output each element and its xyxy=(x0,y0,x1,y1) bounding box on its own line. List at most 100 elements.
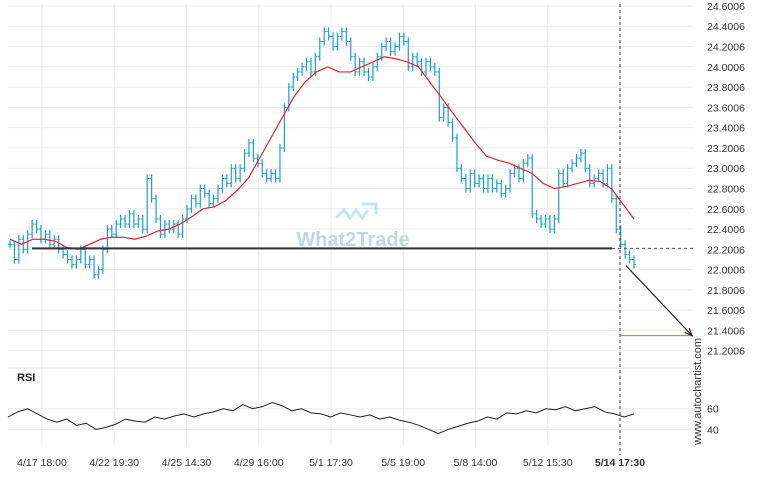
y-tick-label: 24.6006 xyxy=(707,1,745,13)
price-bar xyxy=(401,32,406,46)
price-bar xyxy=(547,214,552,234)
price-bar xyxy=(565,164,570,188)
y-tick-label: 21.8006 xyxy=(707,285,745,297)
y-tick-label: 23.2006 xyxy=(707,143,745,155)
price-bar xyxy=(304,57,309,71)
price-bar xyxy=(574,154,579,168)
price-bar xyxy=(202,184,207,198)
price-bar xyxy=(618,225,623,249)
x-tick-label: 5/14 17:30 xyxy=(595,457,645,469)
price-bar xyxy=(216,184,220,203)
price-bar xyxy=(587,164,592,188)
price-bar xyxy=(12,240,17,264)
price-bar xyxy=(114,219,119,239)
price-bar xyxy=(127,209,132,229)
price-bar xyxy=(499,179,504,198)
price-bar xyxy=(543,214,548,229)
price-bar xyxy=(348,37,353,61)
projection-arrow-line xyxy=(625,265,693,336)
price-bar xyxy=(65,250,70,264)
price-bar xyxy=(410,52,415,71)
price-bar xyxy=(149,174,154,203)
y-tick-label: 22.8006 xyxy=(707,183,745,195)
price-bar xyxy=(118,214,123,229)
price-bar xyxy=(242,149,247,173)
x-tick-label: 4/22 19:30 xyxy=(89,457,139,469)
rsi-tick-label: 60 xyxy=(707,404,719,416)
y-tick-label: 21.6006 xyxy=(707,305,745,317)
x-tick-label: 5/5 19:00 xyxy=(381,457,425,469)
y-tick-label: 24.4006 xyxy=(707,21,745,33)
price-bar xyxy=(339,27,344,41)
price-bar xyxy=(331,32,336,51)
price-bar xyxy=(229,164,234,188)
price-bar xyxy=(34,219,39,234)
price-bar xyxy=(30,219,35,239)
price-bar xyxy=(397,32,402,51)
price-bar xyxy=(561,169,566,188)
price-bar xyxy=(136,214,141,229)
price-bar xyxy=(627,250,632,264)
y-tick-label: 22.4006 xyxy=(707,224,745,236)
price-bar xyxy=(47,230,52,249)
price-bar xyxy=(322,27,327,46)
price-bar xyxy=(233,164,238,183)
y-tick-label: 22.6006 xyxy=(707,204,745,216)
price-bar xyxy=(291,72,296,92)
price-bar xyxy=(344,27,349,46)
price-bar xyxy=(370,62,375,82)
y-tick-label: 22.2006 xyxy=(707,244,745,256)
price-bar xyxy=(162,219,167,239)
price-bar xyxy=(300,62,305,76)
price-bar xyxy=(211,194,216,208)
x-tick-label: 5/8 14:00 xyxy=(454,457,498,469)
price-bar xyxy=(246,138,251,158)
price-bar xyxy=(335,32,340,51)
price-bar xyxy=(428,57,433,71)
price-bar xyxy=(189,194,194,213)
price-bar xyxy=(375,52,380,71)
x-tick-label: 5/1 17:30 xyxy=(309,457,353,469)
price-bar xyxy=(317,37,322,61)
price-bar xyxy=(96,265,101,279)
price-bar xyxy=(441,103,446,122)
price-bar xyxy=(92,255,97,279)
price-bar xyxy=(384,37,389,51)
price-bar xyxy=(609,164,614,203)
x-tick-label: 4/29 16:00 xyxy=(234,457,284,469)
price-bar xyxy=(43,230,48,244)
price-bar xyxy=(432,62,437,76)
price-bar xyxy=(145,174,150,234)
price-bar xyxy=(198,184,203,208)
y-tick-label: 23.8006 xyxy=(707,82,745,94)
price-bar xyxy=(180,214,185,239)
price-bar xyxy=(56,235,61,254)
price-bar xyxy=(176,219,181,239)
price-bar xyxy=(632,255,636,269)
price-bar xyxy=(508,169,513,193)
price-bar xyxy=(74,255,79,269)
price-bar xyxy=(220,174,225,193)
price-bar xyxy=(614,194,619,234)
price-bar xyxy=(485,174,490,193)
price-bar xyxy=(539,214,544,229)
price-bar xyxy=(295,67,300,82)
price-bar xyxy=(109,225,114,239)
y-tick-label: 21.4006 xyxy=(707,325,745,337)
price-bar xyxy=(468,169,473,193)
price-bar xyxy=(552,214,557,234)
price-bar xyxy=(326,27,331,41)
price-bar xyxy=(167,219,172,234)
price-bar xyxy=(490,174,495,193)
price-bar xyxy=(69,255,74,269)
price-bar xyxy=(154,194,159,224)
price-bar xyxy=(534,209,539,224)
price-bar xyxy=(393,42,398,56)
price-bar xyxy=(570,159,575,173)
price-bar xyxy=(494,179,499,193)
y-tick-label: 24.0006 xyxy=(707,62,745,74)
price-bar xyxy=(16,235,21,264)
price-bar xyxy=(123,214,128,229)
